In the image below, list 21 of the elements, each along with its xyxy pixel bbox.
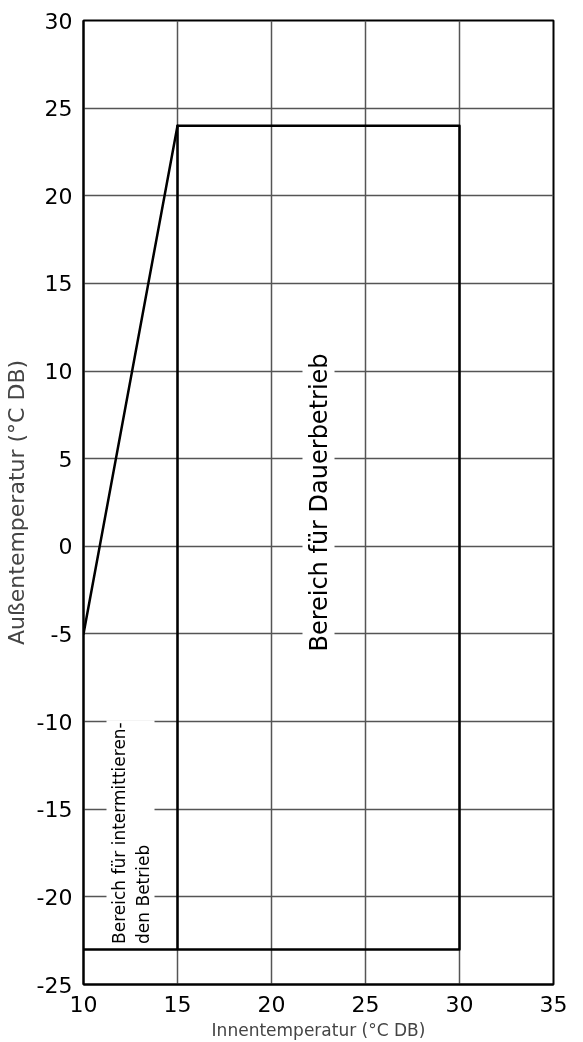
annotation: Bereich für Dauerbetrieb: [304, 353, 333, 652]
annotation: Bereich für intermittieren- den Betrieb: [108, 722, 153, 944]
y-tick-label: 0: [58, 534, 73, 560]
y-tick-label: 20: [44, 183, 73, 209]
y-tick-label: 30: [44, 8, 73, 34]
y-tick-label: -5: [50, 621, 73, 647]
y-tick-label: 5: [58, 446, 73, 472]
y-tick-label: -25: [36, 972, 73, 998]
y-tick-label: 25: [44, 96, 73, 122]
y-tick-label: 15: [44, 271, 73, 297]
y-axis-title: Außentemperatur (°C DB): [3, 359, 29, 646]
y-tick-label: -15: [36, 797, 73, 823]
y-tick-label: -10: [36, 709, 73, 735]
x-tick-label: 15: [163, 991, 192, 1017]
y-tick-label: -20: [36, 884, 73, 910]
x-tick-label: 20: [257, 991, 286, 1017]
x-tick-label: 35: [539, 991, 568, 1017]
x-tick-label: 25: [351, 991, 380, 1017]
x-axis-title: Innentemperatur (°C DB): [211, 1019, 426, 1040]
y-tick-label: 10: [44, 359, 73, 385]
x-tick-label: 30: [445, 991, 474, 1017]
